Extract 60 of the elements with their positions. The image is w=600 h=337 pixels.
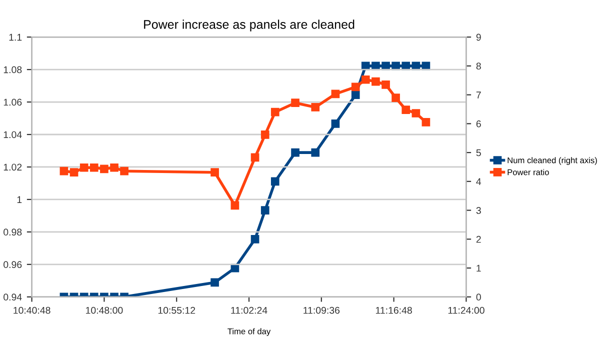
point — [270, 108, 280, 116]
y-tick-label: 1.02 — [4, 164, 22, 171]
point — [412, 109, 420, 118]
y2-tick-label: 8 — [476, 62, 481, 70]
point — [422, 118, 430, 126]
point — [70, 168, 78, 177]
point — [250, 234, 260, 244]
point — [100, 164, 108, 174]
point — [331, 90, 340, 98]
y-tick-label: 1 — [17, 196, 22, 203]
y-tick-label: 0.98 — [4, 228, 22, 236]
y2-tick-label: 1 — [476, 264, 481, 272]
y2-tick-label: 0 — [476, 294, 481, 301]
y2-tick-label: 9 — [476, 34, 481, 41]
point — [260, 130, 270, 139]
y-tick-label: 1.1 — [9, 34, 22, 41]
y2-tick-label: 2 — [476, 236, 481, 243]
y-tick-label: 1.06 — [4, 98, 22, 106]
x-tick-label: 11:09:36 — [304, 306, 340, 314]
point — [260, 206, 270, 214]
point — [90, 163, 98, 172]
point — [210, 168, 219, 177]
point — [291, 98, 300, 108]
y2-tick-label: 7 — [476, 92, 481, 98]
point — [270, 177, 280, 186]
point — [311, 148, 320, 157]
point — [372, 77, 380, 86]
point — [311, 103, 320, 112]
point — [382, 80, 390, 89]
point — [361, 75, 370, 84]
y-tick-label: 1.08 — [4, 66, 22, 74]
point — [250, 153, 260, 162]
point — [230, 201, 240, 210]
x-tick-label: 10:55:12 — [158, 306, 196, 314]
point — [120, 166, 128, 176]
y2-tick-label: 5 — [476, 149, 481, 156]
x-tick-label: 10:40:48 — [14, 306, 50, 314]
legend-label: Power ratio — [508, 169, 549, 176]
y-tick-label: 0.94 — [4, 294, 22, 301]
point — [80, 163, 88, 172]
point — [60, 166, 68, 176]
point — [331, 120, 340, 128]
y2-tick-label: 4 — [476, 178, 482, 185]
point — [351, 82, 360, 92]
legend-label: Num cleaned (right axis) — [508, 157, 597, 165]
y-tick-label: 0.96 — [4, 261, 22, 268]
y2-tick-label: 3 — [476, 207, 481, 214]
chart-title: Power increase as panels are cleaned — [144, 20, 354, 32]
x-axis-title: Time of day — [228, 328, 271, 336]
point — [291, 148, 300, 157]
point — [392, 94, 400, 102]
x-tick-label: 11:24:00 — [448, 306, 484, 314]
point — [402, 106, 410, 114]
x-tick-label: 11:16:48 — [376, 306, 412, 314]
point — [351, 90, 360, 99]
x-tick-label: 10:48:00 — [86, 306, 123, 314]
point — [110, 163, 118, 172]
y2-tick-label: 6 — [476, 120, 481, 128]
x-tick-label: 11:02:24 — [231, 306, 268, 314]
y-tick-label: 1.04 — [4, 131, 22, 138]
